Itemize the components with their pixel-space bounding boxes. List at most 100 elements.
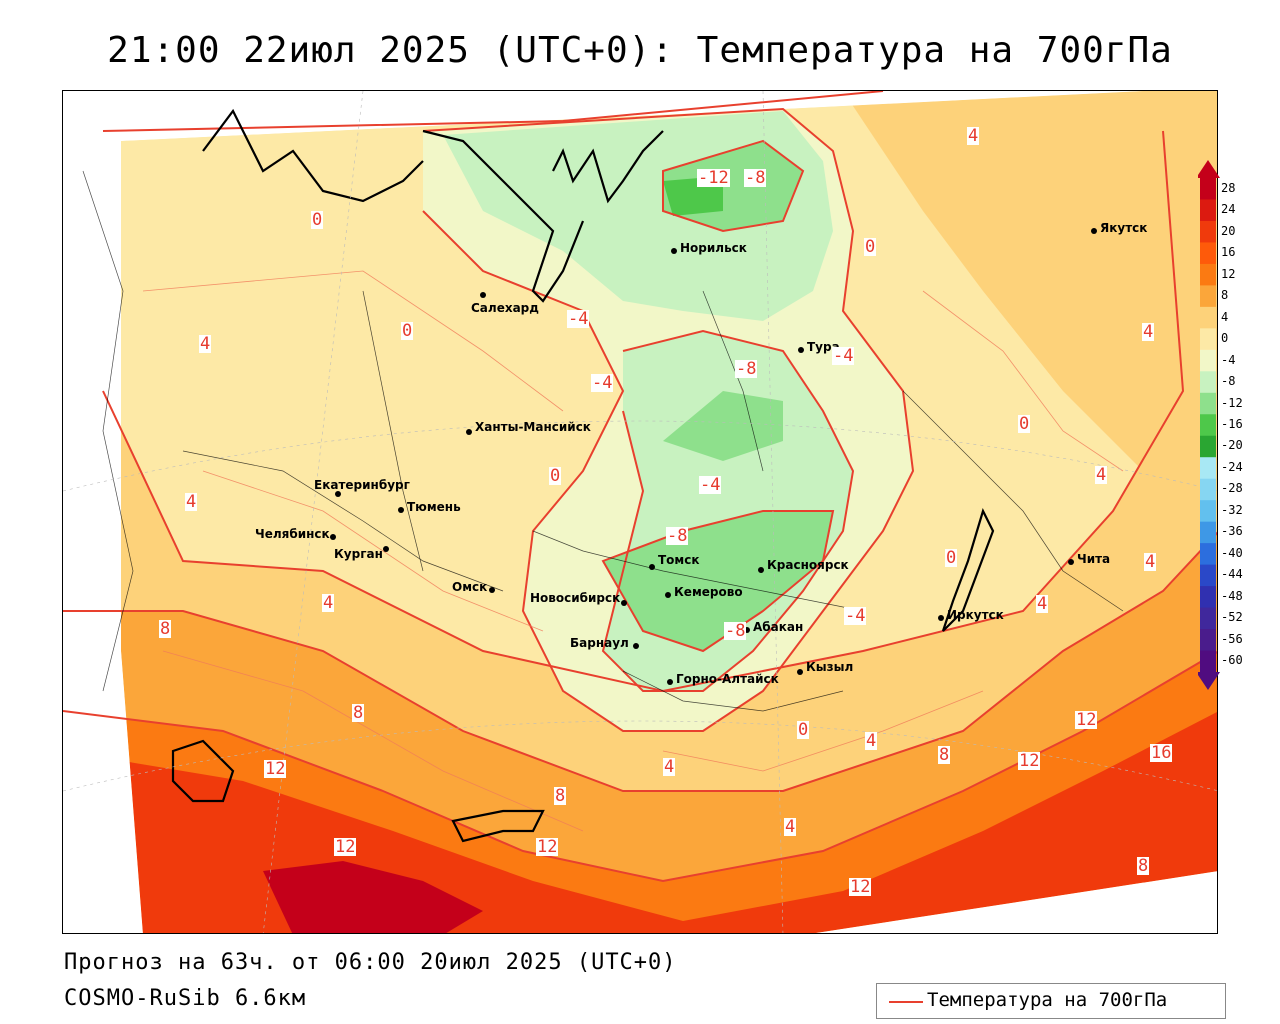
isotherm-lines <box>63 91 1217 883</box>
model-info: COSMO-RuSib 6.6км <box>64 986 307 1011</box>
colorbar-tick-label: -24 <box>1221 459 1243 474</box>
isotherm-value-label: 8 <box>159 619 172 639</box>
city-marker <box>1091 228 1097 234</box>
legend-line-label: Температура на 700гПа <box>927 989 1168 1011</box>
isotherm-value-label: 12 <box>1075 710 1098 730</box>
colorbar-tick-label: -40 <box>1221 545 1243 560</box>
colorbar-swatch <box>1200 285 1216 308</box>
admin-borders <box>82 170 1124 712</box>
colorbar-swatch <box>1200 457 1216 480</box>
isotherm-value-label: -8 <box>724 621 747 641</box>
map-panel[interactable] <box>62 90 1218 934</box>
colorbar-swatch <box>1200 629 1216 652</box>
isotherm-value-label: 12 <box>264 759 287 779</box>
colorbar-tick-label: -48 <box>1221 588 1243 603</box>
colorbar-tick-label: -28 <box>1221 481 1243 496</box>
colorbar-swatch <box>1200 178 1216 200</box>
colorbar-tick-label: -36 <box>1221 524 1243 539</box>
city-marker <box>330 534 336 540</box>
colorbar-swatch <box>1200 521 1216 544</box>
city-label: Кемерово <box>674 585 743 599</box>
city-marker <box>667 679 673 685</box>
city-label: Омск <box>452 580 488 594</box>
colorbar-swatch <box>1200 199 1216 222</box>
temperature-field <box>63 91 1217 933</box>
forecast-info: Прогноз на 63ч. от 06:00 20июл 2025 (UTC… <box>64 950 677 975</box>
city-label: Кызыл <box>806 660 854 674</box>
city-label: Норильск <box>680 241 747 255</box>
city-label: Чита <box>1077 552 1111 566</box>
colorbar-swatch <box>1200 435 1216 458</box>
city-label: Ханты-Мансийск <box>475 420 591 434</box>
isotherm-value-label: 12 <box>334 837 357 857</box>
isotherm-value-label: 4 <box>967 126 980 146</box>
city-marker <box>671 248 677 254</box>
city-label: Челябинск <box>255 527 330 541</box>
colorbar-tick-label: -20 <box>1221 438 1243 453</box>
colorbar-swatch <box>1200 392 1216 415</box>
colorbar-top-arrow <box>1198 160 1220 178</box>
colorbar-tick-label: -60 <box>1221 653 1243 668</box>
isotherm-value-label: 8 <box>352 703 365 723</box>
colorbar <box>1198 160 1220 690</box>
city-label: Красноярск <box>767 558 849 572</box>
colorbar-tick-label: -52 <box>1221 610 1243 625</box>
isotherm-value-label: 4 <box>322 593 335 613</box>
isotherm-value-label: 4 <box>1095 465 1108 485</box>
city-marker <box>383 546 389 552</box>
isotherm-value-label: 12 <box>536 837 559 857</box>
city-label: Екатеринбург <box>314 478 410 492</box>
isotherm-value-label: -4 <box>699 475 722 495</box>
colorbar-tick-label: 16 <box>1221 245 1236 260</box>
isotherm-value-label: -12 <box>697 168 730 188</box>
city-label: Тура <box>807 340 840 354</box>
colorbar-swatch <box>1200 328 1216 351</box>
colorbar-tick-label: 0 <box>1221 331 1229 346</box>
colorbar-tick-label: -56 <box>1221 631 1243 646</box>
isotherm-value-label: 4 <box>185 492 198 512</box>
colorbar-swatch <box>1200 349 1216 372</box>
city-label: Новосибирск <box>530 591 621 605</box>
isotherm-value-label: 4 <box>784 817 797 837</box>
city-label: Томск <box>658 553 700 567</box>
city-marker <box>797 669 803 675</box>
colorbar-tick-label: -12 <box>1221 395 1243 410</box>
city-label: Абакан <box>753 620 804 634</box>
colorbar-swatch <box>1200 500 1216 523</box>
graticule <box>63 91 1217 933</box>
colorbar-swatch <box>1200 564 1216 587</box>
colorbar-swatch <box>1200 650 1216 673</box>
city-label: Якутск <box>1100 221 1148 235</box>
city-label: Горно-Алтайск <box>676 672 779 686</box>
city-marker <box>665 592 671 598</box>
city-marker <box>335 491 341 497</box>
isotherm-value-label: -4 <box>591 373 614 393</box>
isotherm-value-label: 0 <box>549 466 562 486</box>
city-marker <box>758 567 764 573</box>
colorbar-tick-label: 8 <box>1221 288 1229 303</box>
isotherm-value-label: 16 <box>1150 743 1173 763</box>
isotherm-value-label: 0 <box>797 720 810 740</box>
city-marker <box>633 643 639 649</box>
isotherm-value-label: 12 <box>849 877 872 897</box>
colorbar-swatch <box>1200 607 1216 630</box>
city-marker <box>489 587 495 593</box>
city-label: Барнаул <box>570 636 629 650</box>
isotherm-value-label: -4 <box>832 346 855 366</box>
city-marker <box>744 627 750 633</box>
isotherm-value-label: 8 <box>1137 856 1150 876</box>
colorbar-swatch <box>1200 478 1216 501</box>
isotherm-value-label: 4 <box>1142 322 1155 342</box>
colorbar-tick-label: 28 <box>1221 180 1236 195</box>
city-marker <box>480 292 486 298</box>
city-label: Курган <box>334 547 383 561</box>
colorbar-swatch <box>1200 586 1216 609</box>
colorbar-tick-label: -4 <box>1221 352 1236 367</box>
legend-line-swatch <box>889 1001 923 1003</box>
isotherm-value-label: -8 <box>744 168 767 188</box>
isotherm-value-label: 0 <box>945 548 958 568</box>
colorbar-tick-label: -32 <box>1221 502 1243 517</box>
isotherm-value-label: 4 <box>199 334 212 354</box>
line-legend: Температура на 700гПа <box>876 983 1226 1019</box>
colorbar-swatch <box>1200 543 1216 566</box>
